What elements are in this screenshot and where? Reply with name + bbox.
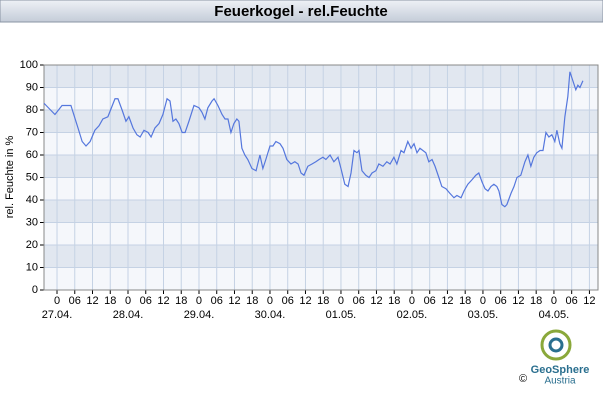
x-tick-label: 06: [424, 295, 436, 307]
band: [44, 155, 598, 178]
y-tick-label: 80: [26, 104, 38, 116]
x-date-label: 03.05.: [468, 309, 499, 321]
x-tick-label: 0: [54, 295, 60, 307]
x-date-label: 28.04.: [113, 309, 144, 321]
x-tick-label: 0: [551, 295, 557, 307]
x-tick-label: 12: [583, 295, 595, 307]
copyright: ©: [519, 373, 527, 385]
x-tick-label: 12: [512, 295, 524, 307]
logo-sub: Austria: [544, 376, 576, 387]
x-tick-label: 12: [441, 295, 453, 307]
x-tick-label: 0: [196, 295, 202, 307]
x-tick-label: 06: [140, 295, 152, 307]
logo-icon: [548, 337, 564, 353]
x-date-label: 01.05.: [326, 309, 357, 321]
y-tick-label: 90: [26, 81, 38, 93]
x-tick-label: 12: [299, 295, 311, 307]
data-line: [43, 71, 584, 208]
x-tick-label: 18: [317, 295, 329, 307]
x-tick-label: 06: [282, 295, 294, 307]
band: [44, 65, 598, 88]
y-axis-label: rel. Feuchte in %: [4, 136, 16, 219]
x-date-label: 27.04.: [42, 309, 73, 321]
y-tick-label: 10: [26, 261, 38, 273]
chart-title: Feuerkogel - rel.Feuchte: [214, 3, 387, 20]
title-bar: [0, 0, 603, 23]
y-tick-label: 20: [26, 239, 38, 251]
x-tick-label: 06: [353, 295, 365, 307]
x-tick-label: 0: [480, 295, 486, 307]
x-tick-label: 12: [157, 295, 169, 307]
band: [44, 245, 598, 268]
x-tick-label: 06: [69, 295, 81, 307]
band: [44, 200, 598, 223]
y-tick-label: 60: [26, 149, 38, 161]
y-tick-label: 50: [26, 171, 38, 183]
x-tick-label: 0: [125, 295, 131, 307]
band: [44, 110, 598, 133]
x-tick-label: 06: [495, 295, 507, 307]
y-tick-label: 70: [26, 126, 38, 138]
logo: GeoSphere Austria ©: [519, 329, 590, 387]
x-date-label: 02.05.: [397, 309, 428, 321]
x-date-label: 29.04.: [184, 309, 215, 321]
x-tick-label: 18: [246, 295, 258, 307]
y-tick-label: 0: [32, 284, 38, 296]
logo-icon: [540, 329, 572, 361]
y-tick-label: 40: [26, 194, 38, 206]
x-tick-label: 06: [211, 295, 223, 307]
x-tick-label: 0: [409, 295, 415, 307]
x-tick-label: 06: [566, 295, 578, 307]
x-date-label: 04.05.: [539, 309, 570, 321]
x-date-label: 30.04.: [255, 309, 286, 321]
y-tick-label: 30: [26, 216, 38, 228]
x-tick-label: 12: [370, 295, 382, 307]
logo-name: GeoSphere: [531, 364, 590, 376]
x-tick-label: 12: [228, 295, 240, 307]
x-tick-label: 18: [530, 295, 542, 307]
x-tick-label: 18: [104, 295, 116, 307]
x-tick-label: 0: [338, 295, 344, 307]
x-tick-label: 18: [388, 295, 400, 307]
x-tick-label: 18: [175, 295, 187, 307]
x-tick-label: 18: [459, 295, 471, 307]
plot-area: 0 10 20 30 40 50 60 70 80 90 100 0 06 12 18 0 06 12 18 0 06 1…: [20, 59, 599, 321]
plot-border: [43, 64, 599, 291]
y-tick-label: 100: [20, 59, 38, 71]
x-tick-label: 12: [86, 295, 98, 307]
x-tick-label: 0: [267, 295, 273, 307]
